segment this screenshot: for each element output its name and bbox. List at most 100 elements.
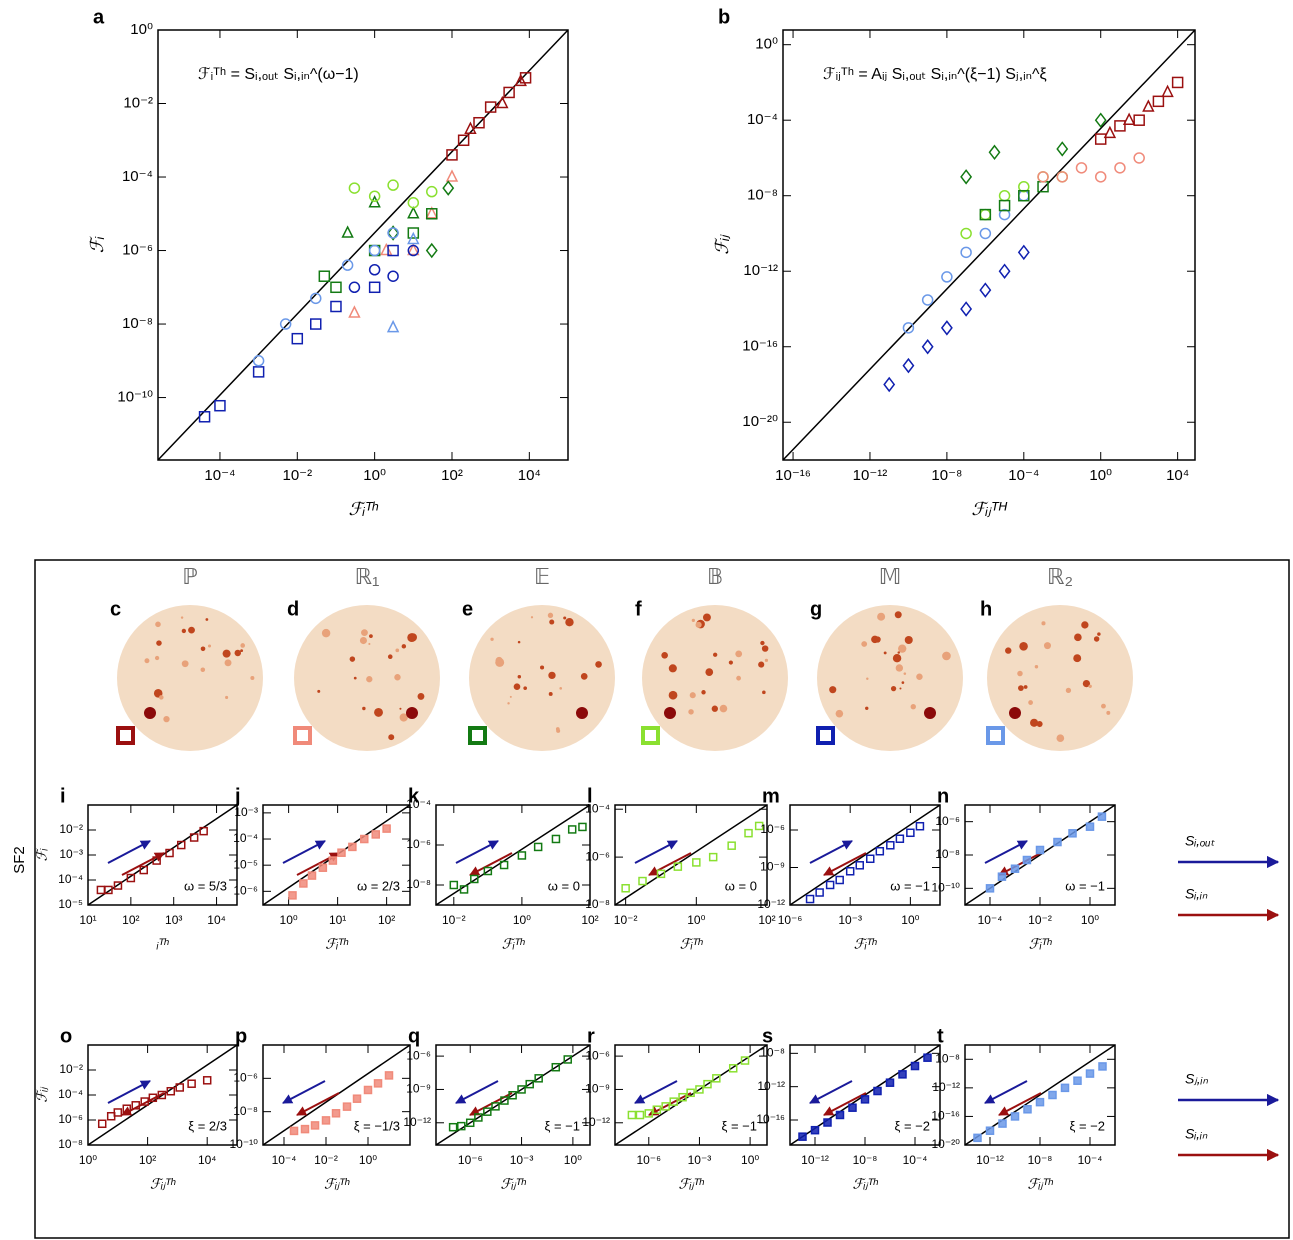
network-node	[761, 645, 769, 652]
network-node	[688, 709, 694, 715]
point	[656, 869, 666, 879]
x-tick-label: 10⁻²	[614, 913, 638, 927]
network-node	[1034, 664, 1039, 669]
y-tick-label: 10⁻³	[234, 805, 258, 819]
exponent-label: ω = 0	[725, 878, 757, 893]
point	[1037, 180, 1049, 193]
x-tick-label: 10⁰	[901, 913, 919, 927]
x-tick-label: 10⁰	[363, 467, 386, 484]
point	[176, 840, 186, 850]
point	[300, 1124, 310, 1134]
y-tick-label: 10⁻⁶	[58, 1112, 83, 1126]
x-tick-label: 10⁴	[207, 913, 226, 927]
y-tick-label: 10⁻⁶	[406, 837, 431, 851]
exponent-label: ω = −1	[1065, 878, 1105, 893]
point	[1161, 84, 1174, 98]
x-tick-label: 10⁻³	[688, 1153, 712, 1167]
network-node	[580, 673, 588, 680]
y-tick-label: 10⁻⁴	[233, 831, 258, 845]
point	[289, 1126, 299, 1136]
point	[449, 880, 459, 890]
network-node	[565, 618, 574, 627]
y-tick-label: 10⁻²	[123, 94, 153, 111]
y-tick-label: 10⁻¹²	[757, 1079, 785, 1093]
network-node	[728, 660, 733, 665]
network-node	[321, 628, 331, 638]
panel-letter: r	[587, 1025, 595, 1047]
network-node	[874, 636, 881, 643]
network-node	[361, 629, 368, 637]
panel-letter: t	[937, 1025, 944, 1047]
point	[875, 846, 885, 856]
network-node	[349, 656, 356, 662]
point	[998, 208, 1011, 221]
point	[906, 828, 915, 838]
y-tick-label: 10⁻¹²	[582, 1115, 610, 1129]
x-tick-label: 10⁻⁶	[458, 1153, 483, 1167]
network-node	[366, 676, 373, 683]
trend-arrow	[998, 852, 1042, 876]
point	[979, 208, 992, 221]
point	[368, 281, 381, 294]
point	[291, 332, 304, 345]
x-axis-label: ℱᵢⱼᵀʰ	[324, 1176, 350, 1192]
point	[331, 1109, 341, 1118]
point	[387, 270, 399, 282]
network-node	[1041, 621, 1046, 626]
point	[496, 95, 509, 109]
x-tick-label: 10²	[758, 913, 775, 927]
point	[363, 1085, 373, 1095]
y-tick-label: 10⁻⁸	[406, 877, 431, 891]
point	[1114, 162, 1126, 174]
network-node	[762, 690, 766, 695]
point	[514, 73, 527, 87]
network-node	[705, 668, 714, 676]
network-node	[1097, 632, 1101, 636]
reference-line	[87, 1044, 238, 1146]
point	[1010, 1112, 1020, 1121]
point	[1073, 1076, 1082, 1085]
point	[457, 134, 470, 147]
y-tick-label: 10⁻⁹	[585, 1082, 610, 1096]
network-title: ℙ	[182, 564, 197, 589]
point	[627, 1110, 637, 1120]
network-node	[1005, 647, 1012, 654]
x-tick-label: 10⁰	[1081, 913, 1099, 927]
point	[373, 1079, 383, 1088]
point	[348, 842, 357, 852]
point	[1094, 171, 1107, 183]
x-tick-label: 10⁴	[198, 1153, 217, 1167]
x-axis-label: ℱᵢⱼᵀʰ	[678, 1176, 704, 1192]
x-axis-label: ℱᵢᵀʰ	[854, 936, 877, 952]
y-tick-label: 10⁻⁸	[747, 187, 778, 204]
x-axis-label: ℱᵢⱼᵀʰ	[852, 1176, 878, 1192]
trend-arrow	[984, 1080, 1028, 1104]
network-node	[369, 634, 373, 638]
y-tick-label: 10⁻⁴	[58, 872, 83, 886]
y-tick-label: 10⁻⁸	[58, 1137, 83, 1151]
point	[1048, 1090, 1057, 1100]
point	[985, 884, 995, 893]
x-axis-label: ᵢᵀʰ	[156, 936, 169, 952]
x-axis-label: ℱᵢⱼᵀᴴ	[971, 499, 1008, 519]
network-node	[559, 687, 563, 690]
color-key	[293, 726, 312, 745]
point	[923, 1053, 932, 1062]
network-title: ℝ₁	[355, 564, 380, 589]
x-axis-label: ℱᵢᵀʰ	[680, 936, 703, 952]
point	[309, 318, 322, 330]
network-hub	[1009, 707, 1021, 719]
y-tick-label: 10⁻⁹	[406, 1082, 431, 1096]
network-node	[711, 705, 718, 712]
network-node	[1073, 654, 1082, 663]
point	[998, 189, 1011, 202]
network-node	[1093, 636, 1100, 642]
point	[348, 305, 361, 318]
point	[915, 821, 925, 831]
reference-line	[157, 29, 569, 461]
y-tick-label: 10⁻¹²	[403, 1115, 431, 1129]
x-axis-label: ℱᵢᵀʰ	[1029, 936, 1052, 952]
x-tick-label: 10⁰	[564, 1153, 582, 1167]
y-tick-label: 10⁻⁴	[58, 1087, 83, 1101]
